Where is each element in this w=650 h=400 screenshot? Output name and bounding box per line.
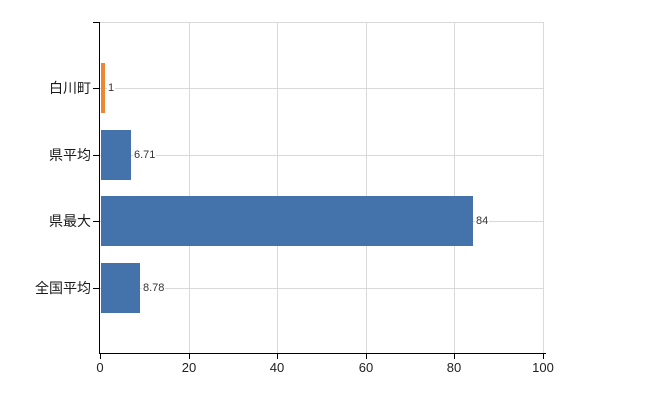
x-tick <box>189 354 190 359</box>
x-tick-label: 20 <box>181 360 197 375</box>
bar-value-label: 1 <box>107 81 116 95</box>
x-tick <box>366 354 367 359</box>
x-tick <box>543 354 544 359</box>
category-tick <box>93 288 100 289</box>
bar-白川町 <box>101 63 105 113</box>
category-tick <box>93 221 100 222</box>
bar-県最大 <box>101 196 473 246</box>
x-tick-label: 40 <box>269 360 285 375</box>
bar-value-label: 6.71 <box>133 148 157 162</box>
x-gridline <box>366 22 367 353</box>
category-tick <box>93 155 100 156</box>
x-tick-label: 100 <box>532 360 554 375</box>
category-tick <box>93 88 100 89</box>
x-gridline <box>454 22 455 353</box>
x-tick-label: 60 <box>358 360 374 375</box>
row-gridline <box>100 88 543 89</box>
bar-value-label: 84 <box>475 214 490 228</box>
bar-県平均 <box>101 130 131 180</box>
category-label: 県平均 <box>49 147 91 163</box>
bar-value-label: 8.78 <box>142 281 166 295</box>
category-axis-edge-tick <box>93 22 100 23</box>
y-axis <box>99 22 100 354</box>
x-tick <box>277 354 278 359</box>
x-axis <box>99 353 546 354</box>
category-label: 全国平均 <box>35 280 91 296</box>
row-gridline <box>100 288 543 289</box>
x-gridline <box>189 22 190 353</box>
x-tick <box>454 354 455 359</box>
bar-全国平均 <box>101 263 140 313</box>
plot-top-gridline <box>100 22 543 23</box>
x-gridline <box>543 22 544 353</box>
category-label: 白川町 <box>49 80 91 96</box>
x-tick-label: 0 <box>96 360 104 375</box>
x-gridline <box>277 22 278 353</box>
x-tick <box>100 354 101 359</box>
category-label: 県最大 <box>49 213 91 229</box>
x-tick-label: 80 <box>446 360 462 375</box>
row-gridline <box>100 155 543 156</box>
